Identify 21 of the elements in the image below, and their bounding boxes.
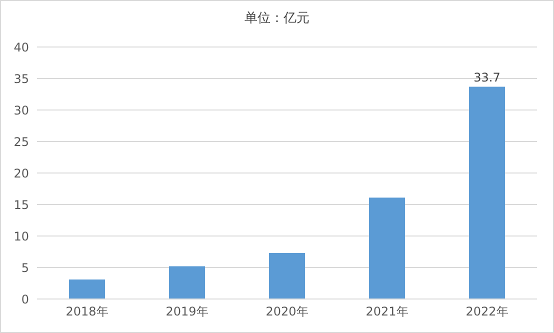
y-tick-label: 20 <box>14 166 29 180</box>
bar <box>69 279 105 299</box>
bar <box>269 253 305 299</box>
bar <box>369 198 405 299</box>
bar <box>469 86 505 299</box>
data-label: 33.7 <box>474 70 500 85</box>
y-tick-label: 35 <box>14 72 29 86</box>
y-tick-label: 25 <box>14 134 29 149</box>
y-tick-label: 0 <box>21 292 29 306</box>
y-tick-label: 15 <box>14 198 29 212</box>
x-tick-label: 2020年 <box>266 304 308 319</box>
x-tick-label: 2022年 <box>466 304 508 319</box>
chart-title: 单位：亿元 <box>244 10 310 27</box>
x-tick-label: 2018年 <box>66 304 108 319</box>
x-tick-label: 2021年 <box>366 304 408 319</box>
x-tick-label: 2019年 <box>166 304 208 319</box>
y-tick-label: 40 <box>14 40 29 54</box>
y-tick-label: 30 <box>14 103 29 118</box>
bar <box>169 266 205 299</box>
y-tick-label: 5 <box>21 260 29 275</box>
y-tick-label: 10 <box>14 229 29 244</box>
